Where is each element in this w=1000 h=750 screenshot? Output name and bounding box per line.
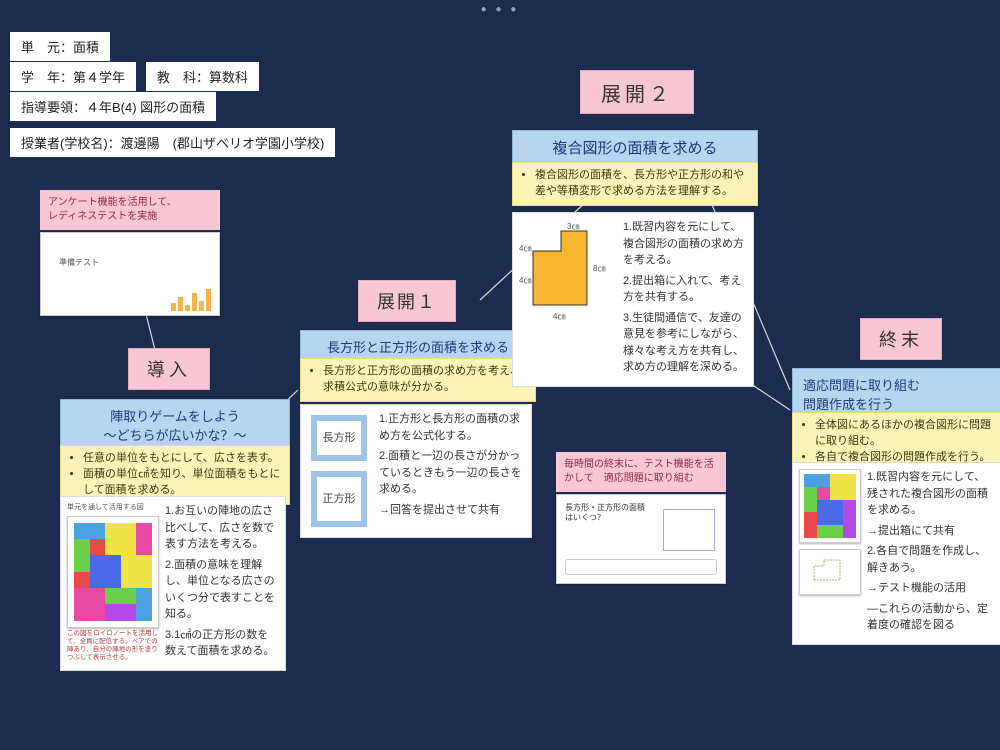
info-cell: 授業者(学校名)：渡邊陽 (郡山ザベリオ学園小学校) — [10, 128, 335, 157]
survey-note: アンケート機能を活用して、 レディネステストを実施 — [40, 190, 220, 230]
info-row: 授業者(学校名)：渡邊陽 (郡山ザベリオ学園小学校) — [10, 128, 335, 157]
final-thumb-2 — [799, 549, 861, 595]
info-cell: 教 科：算数科 — [146, 62, 259, 91]
test-thumbnail: 長方形・正方形の面積はいくつ？ — [556, 494, 726, 584]
shape-square: 正方形 — [311, 471, 367, 527]
intro-grid-thumb — [67, 516, 159, 628]
info-cell: 単 元：面積 — [10, 32, 110, 61]
stage-tag-final: 終末 — [860, 318, 942, 360]
intro-details: 単元を通して活用する図 この図をロイロノートを活用して、全員に配信する。ペアでの… — [60, 496, 286, 671]
info-row: 学 年：第４学年教 科：算数科 — [10, 62, 259, 91]
test-note: 毎時間の終末に、テスト機能を活かして 適応問題に取り組む — [556, 452, 726, 492]
stage-tag-dev2: 展開２ — [580, 70, 694, 114]
dev2-goals: 複合図形の面積を、長方形や正方形の和や差や等積変形で求める方法を理解する。 — [512, 162, 758, 206]
svg-text:3㎝: 3㎝ — [567, 222, 579, 231]
dev2-details: 3㎝ 4㎝ 4㎝ 8㎝ 4㎝ 1.既習内容を元にして、複合図形の面積の求め方を考… — [512, 212, 754, 387]
dev2-title: 複合図形の面積を求める — [512, 130, 758, 165]
svg-text:4㎝: 4㎝ — [519, 276, 531, 285]
final-thumb-1 — [799, 469, 861, 543]
l-shape-figure: 3㎝ 4㎝ 4㎝ 8㎝ 4㎝ — [519, 219, 615, 339]
stage-tag-intro: 導入 — [128, 348, 210, 390]
window-drag-handle: ● ● ● — [481, 4, 520, 15]
final-details: 1.既習内容を元にして、残された複合図形の面積を求める。→提出箱にて共有2.各自… — [792, 462, 1000, 645]
svg-text:4㎝: 4㎝ — [519, 244, 531, 253]
stage-tag-dev1: 展開１ — [358, 280, 456, 322]
dev1-details: 長方形 正方形 1.正方形と長方形の面積の求め方を公式化する。2.面積と一辺の長… — [300, 404, 532, 538]
info-row: 単 元：面積 — [10, 32, 110, 61]
intro-title: 陣取りゲームをしよう 〜どちらが広いかな？〜 — [60, 399, 290, 451]
info-cell: 学 年：第４学年 — [10, 62, 136, 91]
info-cell: 指導要領：４年B(4) 図形の面積 — [10, 92, 216, 121]
info-row: 指導要領：４年B(4) 図形の面積 — [10, 92, 216, 121]
dev1-goals: 長方形と正方形の面積の求め方を考え、求積公式の意味が分かる。 — [300, 358, 536, 402]
svg-text:4㎝: 4㎝ — [553, 312, 565, 321]
shape-rectangle: 長方形 — [311, 415, 367, 461]
svg-text:8㎝: 8㎝ — [593, 264, 605, 273]
survey-thumbnail: 準備テスト — [40, 232, 220, 316]
